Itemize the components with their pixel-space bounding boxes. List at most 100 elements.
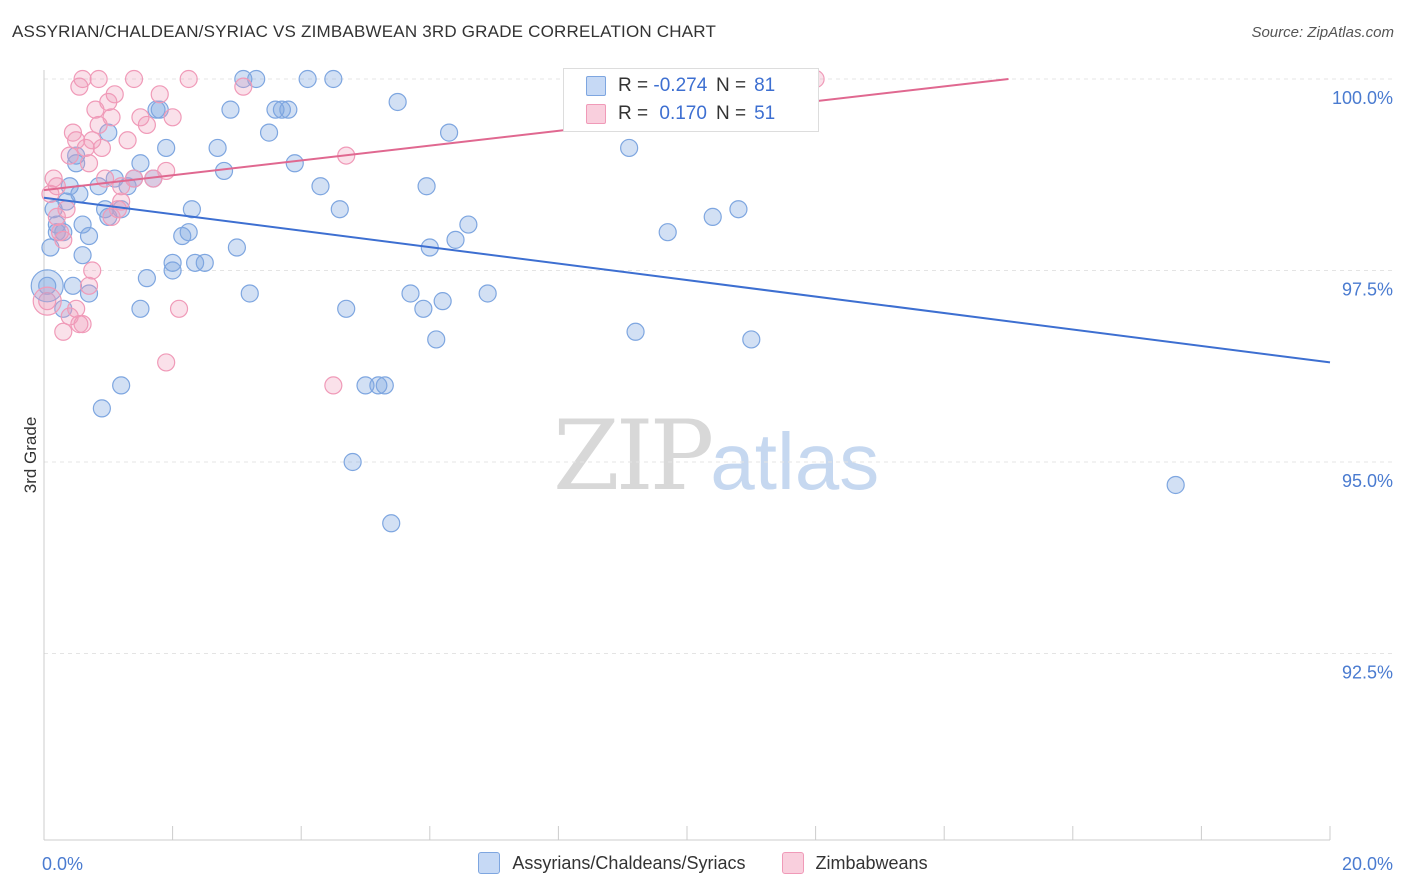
trend-line-assyrian	[43, 196, 1331, 364]
point-assyrian	[388, 92, 407, 112]
point-assyrian	[79, 226, 99, 246]
point-zimbabwean	[118, 131, 137, 150]
point-assyrian	[163, 261, 182, 280]
legend-n-label: N =	[716, 75, 747, 96]
point-zimbabwean	[324, 376, 343, 395]
series-legend: Assyrians/Chaldeans/Syriacs Zimbabweans	[0, 852, 1406, 874]
point-zimbabwean	[60, 146, 79, 165]
point-zimbabwean	[234, 77, 253, 96]
point-zimbabwean	[79, 276, 99, 295]
legend-swatch-pink	[781, 852, 804, 874]
y-tick-label: 92.5%	[1342, 663, 1393, 683]
legend-swatch-blue	[586, 76, 606, 96]
scatter-points	[30, 69, 1185, 533]
stats-legend: R = -0.274 N = 81 R = 0.170 N = 51	[563, 68, 819, 132]
point-assyrian	[70, 184, 89, 203]
point-zimbabwean	[73, 69, 92, 89]
legend-r-label: R =	[618, 75, 649, 96]
legend-n-value: 51	[754, 103, 776, 124]
point-assyrian	[92, 399, 111, 418]
point-assyrian	[478, 284, 497, 303]
point-zimbabwean	[67, 131, 86, 150]
point-zimbabwean	[47, 177, 66, 196]
point-zimbabwean	[57, 200, 76, 219]
y-tick-label: 97.5%	[1342, 280, 1393, 300]
legend-r-label: R =	[618, 103, 649, 124]
point-zimbabwean	[157, 353, 176, 372]
point-assyrian	[279, 100, 298, 119]
point-assyrian	[414, 299, 433, 318]
point-assyrian	[38, 276, 57, 295]
point-assyrian	[266, 100, 285, 119]
point-assyrian	[131, 154, 150, 173]
point-zimbabwean	[112, 192, 131, 211]
legend-n-value: 81	[754, 75, 776, 96]
point-assyrian	[221, 100, 240, 119]
point-zimbabwean	[54, 322, 73, 341]
point-assyrian	[73, 215, 92, 234]
y-tick-label: 95.0%	[1342, 471, 1393, 491]
axes	[43, 70, 1330, 841]
point-assyrian	[63, 276, 83, 295]
point-zimbabwean	[163, 108, 182, 127]
trend-lines	[43, 78, 1331, 364]
point-assyrian	[234, 69, 253, 89]
point-zimbabwean	[54, 230, 73, 249]
point-assyrian	[131, 299, 150, 318]
point-zimbabwean	[73, 315, 92, 334]
point-assyrian	[401, 284, 420, 303]
legend-swatch-pink	[586, 104, 606, 124]
point-assyrian	[272, 100, 292, 119]
legend-r-value: -0.274	[653, 75, 708, 96]
legend-row-series1: R = -0.274 N = 81	[586, 73, 775, 99]
y-axis-label: 3rd Grade	[21, 417, 40, 494]
y-tick-labels: 100.0% 97.5% 95.0% 92.5%	[1332, 88, 1393, 683]
point-assyrian	[337, 299, 356, 318]
point-assyrian	[208, 138, 227, 158]
point-assyrian	[311, 177, 330, 196]
point-assyrian	[179, 223, 198, 242]
point-zimbabwean	[169, 299, 189, 318]
point-assyrian	[79, 284, 99, 303]
point-zimbabwean	[179, 69, 198, 89]
legend-item-series1: Assyrians/Chaldeans/Syriacs	[478, 852, 746, 874]
point-assyrian	[298, 69, 317, 89]
point-zimbabwean	[83, 261, 102, 280]
point-assyrian	[343, 452, 362, 472]
point-zimbabwean	[102, 207, 121, 226]
watermark: ZIPatlas	[553, 400, 879, 512]
x-tick-label-min: 0.0%	[42, 854, 83, 874]
point-assyrian-large	[30, 269, 64, 303]
point-assyrian	[382, 514, 401, 533]
point-zimbabwean	[83, 131, 102, 150]
point-assyrian	[626, 322, 645, 341]
legend-label-series1: Assyrians/Chaldeans/Syriacs	[512, 852, 746, 873]
point-assyrian	[186, 253, 205, 272]
trend-line-zimbabwean	[43, 78, 1009, 192]
point-assyrian	[446, 230, 465, 249]
point-assyrian	[703, 207, 722, 226]
chart-title: ASSYRIAN/CHALDEAN/SYRIAC VS ZIMBABWEAN 3…	[12, 22, 717, 41]
point-assyrian	[742, 330, 761, 349]
point-zimbabwean	[124, 69, 144, 89]
point-assyrian	[157, 138, 176, 158]
x-ticks	[43, 826, 1331, 840]
point-assyrian	[356, 376, 375, 395]
point-assyrian	[369, 376, 388, 395]
point-assyrian	[729, 200, 748, 219]
point-assyrian	[73, 246, 92, 265]
point-zimbabwean	[79, 154, 99, 173]
point-assyrian	[285, 154, 304, 173]
legend-row-series2: R = 0.170 N = 51	[586, 101, 775, 127]
legend-r-value: 0.170	[659, 103, 707, 124]
point-assyrian	[163, 253, 182, 272]
point-assyrian	[182, 200, 201, 219]
x-tick-label-max: 20.0%	[1342, 854, 1393, 874]
point-assyrian	[137, 269, 156, 288]
point-zimbabwean	[89, 115, 108, 135]
point-assyrian	[433, 292, 452, 311]
point-assyrian	[330, 200, 349, 219]
point-zimbabwean	[105, 85, 124, 104]
point-assyrian	[459, 215, 478, 234]
